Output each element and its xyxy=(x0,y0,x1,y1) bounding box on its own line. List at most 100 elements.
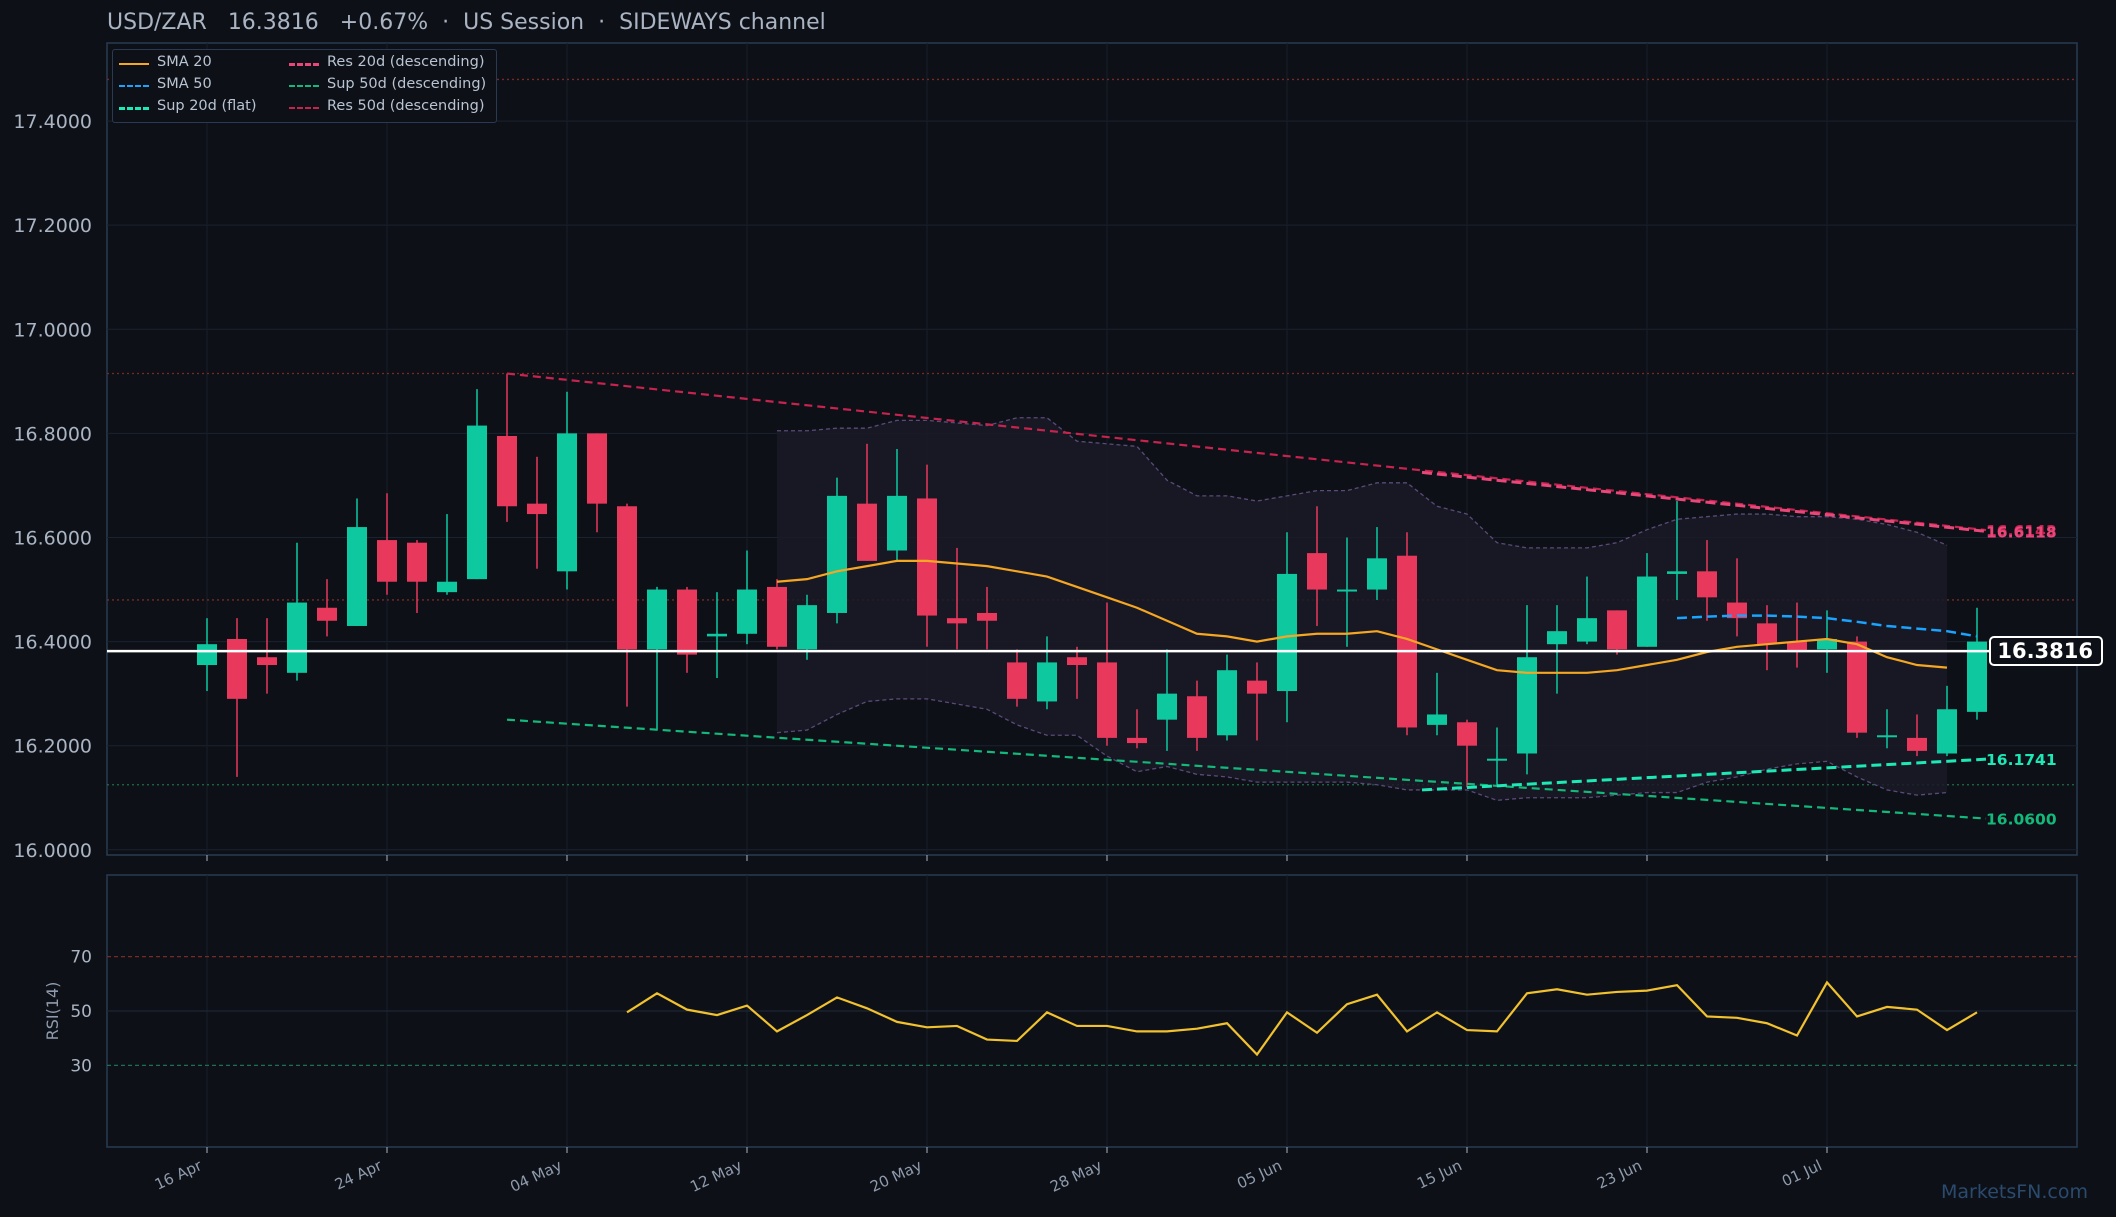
x-tick-label: 15 Jun xyxy=(1414,1156,1464,1192)
candle-body xyxy=(977,612,997,621)
candle-body xyxy=(647,589,667,650)
candle-body xyxy=(1127,737,1147,744)
y-tick-label: 16.4000 xyxy=(13,632,92,654)
x-tick-label: 28 May xyxy=(1047,1156,1104,1196)
last-price: 16.3816 xyxy=(227,10,319,35)
res20-line xyxy=(1421,470,1987,533)
candle-body xyxy=(1217,670,1237,736)
candle-body xyxy=(1817,638,1837,650)
res50-line xyxy=(506,372,1987,532)
separator: · xyxy=(442,10,450,35)
sup50-value-label: 16.0600 xyxy=(1986,811,2057,829)
candle-body xyxy=(1037,662,1057,702)
legend-label: Sup 50d (descending) xyxy=(327,76,487,92)
band-upper xyxy=(777,417,1948,549)
current-price-label: 16.3816 xyxy=(1989,636,2103,666)
candle-body xyxy=(1547,631,1567,645)
candle-body xyxy=(1397,555,1417,728)
candle-body xyxy=(857,503,877,561)
candle-body xyxy=(347,527,367,626)
candle-body xyxy=(1517,657,1537,754)
session-label: US Session xyxy=(463,10,585,35)
candle-body xyxy=(587,433,607,504)
channel-label: SIDEWAYS channel xyxy=(619,10,826,35)
candle-body xyxy=(197,644,217,666)
sma50-line xyxy=(1676,614,1978,638)
legend-label: Res 20d (descending) xyxy=(327,54,485,70)
candle-body xyxy=(1187,696,1207,738)
candle-body xyxy=(1787,641,1807,652)
candle-body xyxy=(287,602,307,673)
band-lower xyxy=(776,698,1948,802)
candle-body xyxy=(467,425,487,580)
candle-body xyxy=(1757,623,1777,645)
legend-label: Sup 20d (flat) xyxy=(157,98,257,114)
sup20-line xyxy=(1421,757,1987,792)
price-change: +0.67% xyxy=(339,10,429,35)
candle-body xyxy=(947,618,967,624)
candle-body xyxy=(1157,693,1177,720)
channel-band xyxy=(777,417,1947,801)
candle-body xyxy=(317,607,337,621)
y-tick-label: 16.8000 xyxy=(13,423,92,445)
candle-body xyxy=(1427,714,1447,725)
candle-body xyxy=(1607,610,1627,650)
x-tick-label: 04 May xyxy=(507,1156,564,1196)
candle-body xyxy=(1907,737,1927,751)
candle-body xyxy=(707,633,727,637)
rsi-tick-label: 50 xyxy=(70,1002,92,1022)
sup50-line xyxy=(506,718,1987,820)
separator: · xyxy=(598,10,606,35)
candle-body xyxy=(1007,662,1027,699)
candle-body xyxy=(227,638,247,699)
candle-body xyxy=(1487,758,1507,761)
candle-body xyxy=(737,589,757,634)
candle-body xyxy=(797,605,817,650)
y-tick-label: 16.0000 xyxy=(13,840,92,862)
candle-body xyxy=(1667,571,1687,574)
candle-body xyxy=(437,581,457,593)
candle-body xyxy=(1067,657,1087,666)
candle-body xyxy=(1367,558,1387,590)
candle-body xyxy=(1697,571,1717,598)
chart-title: USD/ZAR 16.3816 +0.67% · US Session · SI… xyxy=(107,10,826,35)
rsi-tick-label: 30 xyxy=(70,1056,92,1076)
x-tick-label: 23 Jun xyxy=(1594,1156,1644,1192)
y-tick-label: 16.2000 xyxy=(13,736,92,758)
x-tick-label: 05 Jun xyxy=(1234,1156,1284,1192)
y-tick-label: 17.4000 xyxy=(13,111,92,133)
candle-body xyxy=(1847,641,1867,733)
y-tick-label: 16.6000 xyxy=(13,527,92,549)
legend-label: SMA 50 xyxy=(157,76,212,92)
watermark: MarketsFN.com xyxy=(1941,1181,2088,1203)
candle-body xyxy=(527,503,547,515)
rsi-tick-label: 70 xyxy=(70,948,92,968)
candle-body xyxy=(767,586,787,647)
candle-body xyxy=(1247,680,1267,694)
candle-body xyxy=(617,506,637,650)
res20-value-label: 16.6118 xyxy=(1986,523,2057,541)
candle-body xyxy=(257,657,277,666)
candle-body xyxy=(1937,709,1957,754)
rsi-line xyxy=(626,980,1978,1057)
candle-body xyxy=(1877,735,1897,738)
candle-body xyxy=(1577,618,1597,642)
res50-value-label: 16.6143 xyxy=(1986,522,2057,540)
candle-body xyxy=(1097,662,1117,738)
legend-label: SMA 20 xyxy=(157,54,212,70)
x-tick-label: 16 Apr xyxy=(152,1156,206,1194)
candle-body xyxy=(1307,553,1327,590)
candle-body xyxy=(1277,573,1297,692)
candle-body xyxy=(887,495,907,551)
candle-body xyxy=(917,498,937,616)
x-tick-label: 12 May xyxy=(687,1156,744,1196)
candle-body xyxy=(1967,641,1987,712)
x-tick-label: 20 May xyxy=(867,1156,924,1196)
candle-body xyxy=(1457,722,1477,746)
x-tick-label: 24 Apr xyxy=(332,1156,386,1194)
candle-body xyxy=(377,540,397,582)
sma20-line xyxy=(776,559,1948,674)
candle-body xyxy=(407,542,427,582)
candle-body xyxy=(1337,589,1357,592)
candle-body xyxy=(677,589,697,655)
